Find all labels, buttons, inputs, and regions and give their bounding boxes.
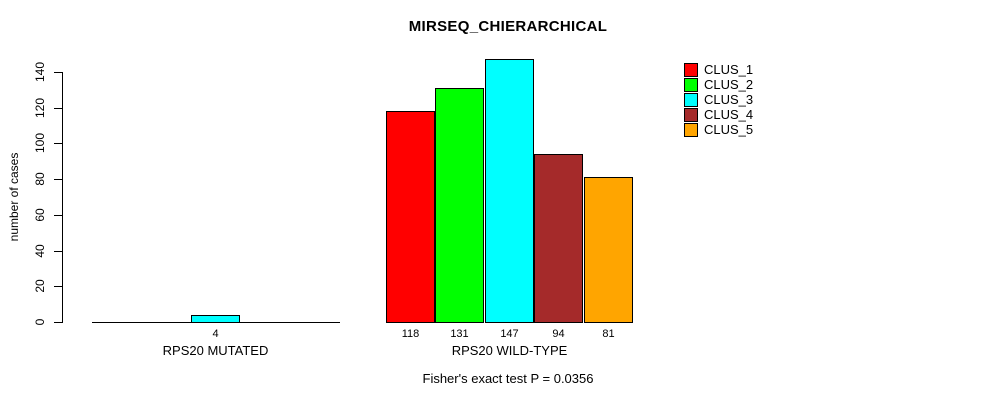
- y-tick: [54, 72, 62, 73]
- chart-title: MIRSEQ_CHIERARCHICAL: [408, 18, 608, 35]
- group-label: RPS20 WILD-TYPE: [451, 343, 568, 358]
- y-tick-label: 80: [33, 172, 47, 186]
- y-tick: [54, 250, 62, 252]
- legend-item: CLUS_5: [684, 122, 753, 137]
- legend-swatch: [684, 122, 698, 137]
- legend-item: CLUS_2: [684, 77, 753, 92]
- legend-swatch: [684, 107, 698, 122]
- bar-value-label: 131: [450, 328, 469, 340]
- bar-value-label: 4: [212, 328, 219, 340]
- bar: [191, 315, 240, 323]
- y-tick: [54, 286, 62, 288]
- y-axis-label: number of cases: [7, 152, 21, 242]
- legend-label: CLUS_2: [704, 77, 754, 92]
- bar: [386, 111, 435, 323]
- bar-value-label: 81: [602, 328, 615, 340]
- legend-item: CLUS_1: [684, 62, 753, 77]
- y-tick-label: 40: [33, 243, 47, 258]
- zero-height-bar: [290, 322, 340, 323]
- y-tick-label: 0: [33, 318, 47, 326]
- bar: [485, 59, 534, 323]
- y-tick: [54, 107, 62, 109]
- legend-swatch: [684, 92, 698, 107]
- y-tick: [54, 179, 62, 181]
- legend-swatch: [684, 77, 698, 92]
- caption: Fisher's exact test P = 0.0356: [422, 371, 594, 386]
- zero-height-bar: [141, 322, 191, 323]
- y-tick: [54, 143, 62, 145]
- y-tick-label: 60: [33, 208, 47, 222]
- y-axis: [62, 72, 63, 323]
- bar: [435, 88, 484, 323]
- y-tick-label: 20: [33, 279, 47, 293]
- legend-item: CLUS_3: [684, 92, 753, 107]
- bar-value-label: 94: [552, 328, 565, 340]
- legend-label: CLUS_1: [704, 62, 754, 77]
- legend-swatch: [684, 62, 698, 77]
- group-label: RPS20 MUTATED: [162, 343, 269, 358]
- bar: [584, 177, 633, 323]
- zero-height-bar: [240, 322, 290, 323]
- y-tick-label: 100: [33, 133, 47, 154]
- legend-item: CLUS_4: [684, 107, 753, 122]
- legend-label: CLUS_5: [704, 122, 754, 137]
- zero-height-bar: [92, 322, 142, 323]
- y-tick: [54, 322, 62, 323]
- y-tick-label: 140: [33, 61, 47, 83]
- legend-label: CLUS_4: [704, 107, 754, 122]
- y-tick-label: 120: [33, 97, 47, 118]
- bar-value-label: 147: [500, 328, 519, 340]
- y-tick: [54, 214, 62, 216]
- bar: [534, 154, 583, 323]
- bar-value-label: 118: [401, 328, 420, 340]
- legend: CLUS_1 CLUS_2 CLUS_3 CLUS_4 CLUS_5: [684, 62, 753, 137]
- legend-label: CLUS_3: [704, 92, 754, 107]
